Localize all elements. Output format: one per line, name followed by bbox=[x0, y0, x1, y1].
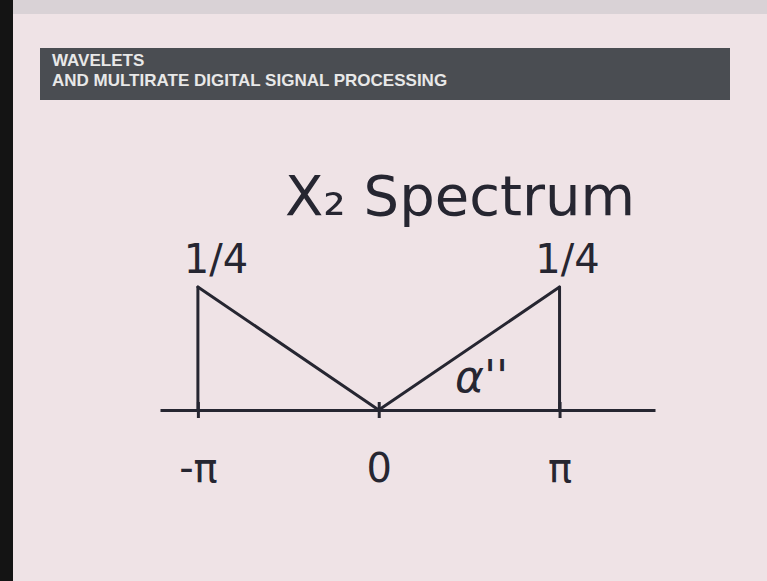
banner-text: WAVELETS bbox=[52, 51, 144, 70]
tick-label: 0 bbox=[366, 445, 391, 491]
tick-label: -π bbox=[179, 445, 218, 491]
tick: π bbox=[548, 402, 572, 491]
paper bbox=[0, 0, 767, 581]
left-edge bbox=[0, 0, 13, 581]
tick: 0 bbox=[366, 402, 391, 491]
data-label: 1/4 bbox=[535, 236, 599, 282]
canvas: WAVELETSAND MULTIRATE DIGITAL SIGNAL PRO… bbox=[0, 0, 767, 581]
spectrum-line bbox=[198, 287, 560, 410]
banner-text: AND MULTIRATE DIGITAL SIGNAL PROCESSING bbox=[52, 71, 447, 90]
axis-line bbox=[161, 409, 656, 412]
annotation: α'' bbox=[455, 351, 508, 402]
x-axis: -π 0 π bbox=[161, 402, 656, 491]
drop-line bbox=[558, 287, 561, 410]
drop-line bbox=[196, 287, 199, 410]
title: X₂ Spectrum bbox=[285, 163, 635, 228]
tick: -π bbox=[179, 402, 218, 491]
data-label: 1/4 bbox=[184, 236, 248, 282]
tick-label: π bbox=[548, 445, 572, 491]
banner bbox=[40, 48, 730, 100]
plot-area bbox=[198, 287, 560, 410]
paper-top bbox=[0, 0, 767, 14]
